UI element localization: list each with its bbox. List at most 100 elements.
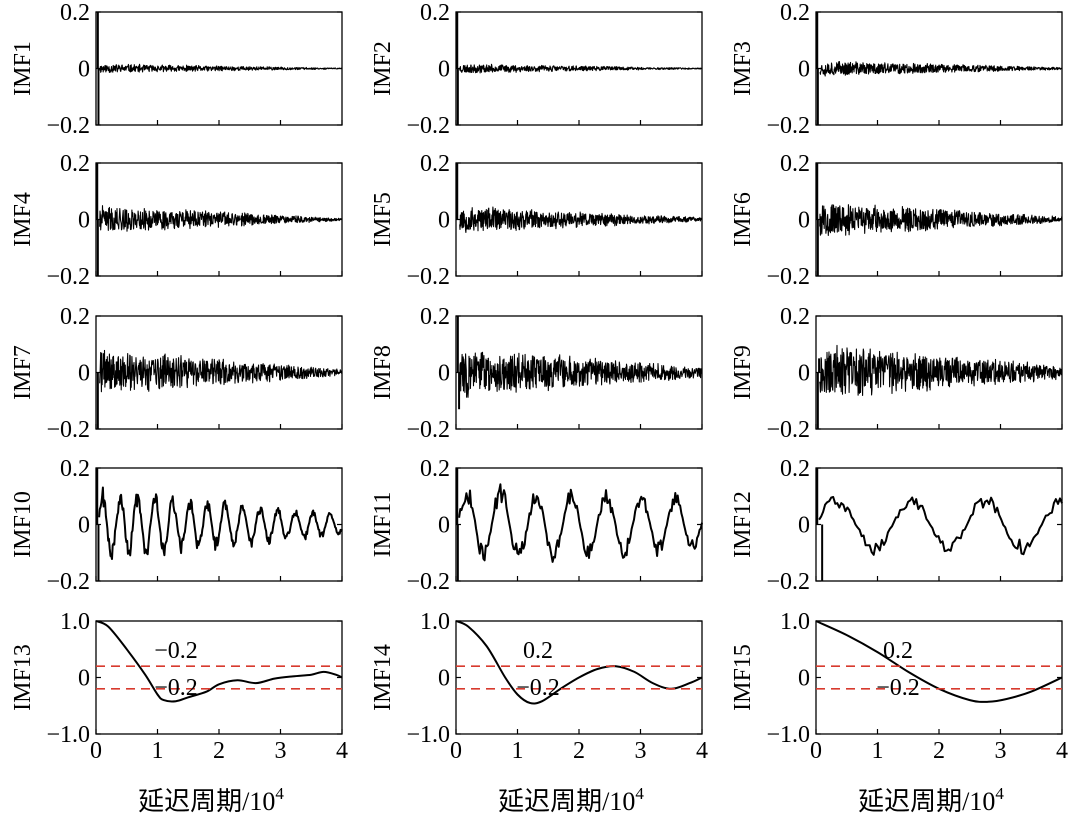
y-tick-label: 0 [78, 666, 90, 692]
x-tick-label: 0 [450, 738, 462, 764]
subplot-imf1: 0.2 0 −0.2 IMF1 [10, 0, 343, 139]
subplot-imf4: 0.2 0 −0.2 IMF4 [10, 151, 343, 290]
imf-label: IMF12 [730, 491, 756, 558]
y-tick-label: 1.0 [780, 609, 810, 635]
y-tick-label: 0 [798, 57, 810, 83]
x-axis-title-text: 延迟周期/10 [858, 787, 995, 816]
x-tick-label: 4 [1056, 738, 1068, 764]
x-tick-label: 2 [573, 738, 585, 764]
series-line [99, 205, 343, 232]
x-axis-title-text: 延迟周期/10 [138, 787, 275, 816]
imf-label: IMF11 [370, 492, 396, 558]
series-line [99, 349, 343, 393]
y-tick-label: 0 [798, 361, 810, 387]
series-line [459, 206, 703, 233]
x-tick-label: 0 [90, 738, 102, 764]
y-tick-label: 0 [438, 666, 450, 692]
y-tick-label: −0.2 [406, 417, 450, 443]
x-tick-label: 4 [696, 738, 708, 764]
x-tick-label: 3 [275, 738, 287, 764]
y-tick-label: 0 [78, 513, 90, 539]
y-tick-label: −0.2 [46, 264, 90, 290]
y-tick-label: −1.0 [406, 722, 450, 748]
y-tick-label: −0.2 [46, 417, 90, 443]
y-tick-label: −0.2 [46, 569, 90, 595]
y-tick-label: −0.2 [46, 113, 90, 139]
imf-label: IMF1 [10, 41, 36, 96]
series-line [819, 204, 1063, 237]
subplot-imf8: 0.2 0 −0.2 IMF8 [370, 304, 703, 443]
y-tick-label: 0.2 [780, 151, 810, 177]
y-tick-label: 0.2 [780, 0, 810, 26]
subplot-imf2: 0.2 0 −0.2 IMF2 [370, 0, 703, 139]
y-tick-label: −0.2 [766, 113, 810, 139]
series-line [455, 620, 703, 705]
plot-frame [95, 620, 343, 735]
series-line [98, 486, 343, 560]
y-tick-label: −0.2 [406, 569, 450, 595]
series-line [819, 344, 1063, 397]
x-tick-label: 0 [810, 738, 822, 764]
imf-label: IMF13 [10, 644, 36, 711]
x-axis-title-exponent: 4 [995, 784, 1004, 803]
x-tick-label: 1 [152, 738, 164, 764]
y-tick-label: 0 [78, 361, 90, 387]
subplot-imf12: 0.2 0 −0.2 IMF12 [730, 456, 1063, 595]
threshold-label: −0.2 [876, 675, 920, 701]
imf-label: IMF3 [730, 41, 756, 96]
imf-label: IMF8 [370, 345, 396, 400]
x-axis-title: 延迟周期/104 [858, 784, 1004, 816]
threshold-label: 0.2 [523, 638, 553, 664]
threshold-label: −0.2 [154, 638, 198, 664]
imf-label: IMF10 [10, 491, 36, 558]
y-tick-label: −0.2 [766, 264, 810, 290]
x-tick-label: 1 [872, 738, 884, 764]
y-tick-label: −1.0 [46, 722, 90, 748]
plot-frame [815, 467, 1063, 582]
y-tick-label: 0.2 [420, 456, 450, 482]
y-tick-label: 0.2 [60, 151, 90, 177]
x-tick-label: 2 [213, 738, 225, 764]
y-tick-label: 0 [798, 208, 810, 234]
series-line [819, 61, 1063, 77]
y-tick-label: 0 [78, 57, 90, 83]
subplot-imf9: 0.2 0 −0.2 IMF9 [730, 304, 1063, 443]
x-tick-label: 3 [635, 738, 647, 764]
imf-label: IMF14 [370, 644, 396, 711]
y-tick-label: 0.2 [420, 151, 450, 177]
subplot-imf11: 0.2 0 −0.2 IMF11 [370, 456, 703, 595]
x-tick-label: 3 [995, 738, 1007, 764]
x-axis-title-text: 延迟周期/10 [498, 787, 635, 816]
y-tick-label: 0 [798, 666, 810, 692]
y-tick-label: 0.2 [420, 304, 450, 330]
series-line [99, 63, 343, 74]
y-tick-label: −0.2 [766, 417, 810, 443]
y-tick-label: 0 [438, 361, 450, 387]
series-line [95, 620, 343, 703]
x-axis-title-exponent: 4 [635, 784, 644, 803]
series-line [459, 63, 703, 74]
y-tick-label: 0 [438, 208, 450, 234]
y-tick-label: −0.2 [406, 113, 450, 139]
y-tick-label: 0 [438, 513, 450, 539]
x-axis-title: 延迟周期/104 [138, 784, 284, 816]
series-line [459, 351, 703, 398]
threshold-label: −0.2 [516, 675, 560, 701]
y-tick-label: −0.2 [766, 569, 810, 595]
subplot-imf6: 0.2 0 −0.2 IMF6 [730, 151, 1063, 290]
threshold-label: 0.2 [883, 638, 913, 664]
imf-label: IMF15 [730, 644, 756, 711]
y-tick-label: 0 [78, 208, 90, 234]
x-tick-label: 1 [512, 738, 524, 764]
x-tick-label: 4 [336, 738, 348, 764]
imf-label: IMF6 [730, 192, 756, 247]
x-axis-title-exponent: 4 [275, 784, 284, 803]
subplot-imf7: 0.2 0 −0.2 IMF7 [10, 304, 343, 443]
y-tick-label: 0.2 [60, 456, 90, 482]
series-line [458, 483, 703, 563]
y-tick-label: 0.2 [60, 304, 90, 330]
